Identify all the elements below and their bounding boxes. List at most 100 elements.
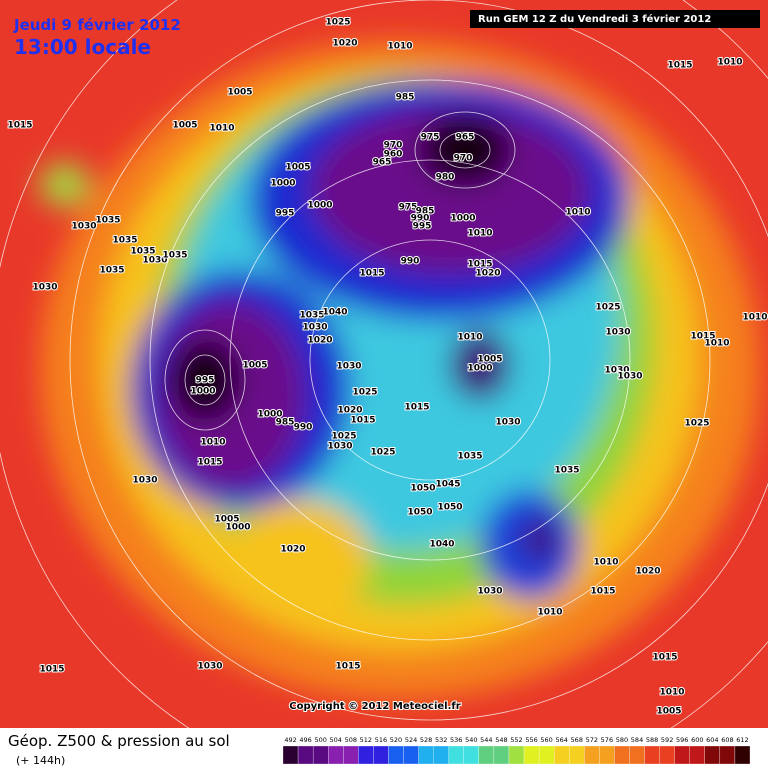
isobar-label: 1010	[704, 339, 729, 349]
isobar-label: 1005	[656, 707, 681, 717]
isobar-label: 1020	[475, 269, 500, 279]
legend-label: 500	[314, 736, 326, 744]
isobar-label: 1015	[690, 332, 715, 342]
isobar-label: 1005	[477, 355, 502, 365]
isobar-label: 1015	[197, 458, 222, 468]
legend-swatch	[493, 745, 510, 765]
legend-swatch	[448, 745, 464, 765]
run-box	[470, 10, 760, 28]
legend-label: 600	[691, 736, 703, 744]
legend-label: 580	[616, 736, 628, 744]
isobar-label: 1000	[257, 410, 282, 420]
legend-label: 532	[435, 736, 447, 744]
isobar-label: 1035	[95, 216, 120, 226]
isobar-label: 1025	[595, 303, 620, 313]
isobar-label: 1000	[467, 364, 492, 374]
isobar-label: 960	[384, 150, 403, 160]
legend-label: 584	[631, 736, 643, 744]
footer-lead: (+ 144h)	[16, 754, 65, 767]
legend-swatch	[297, 745, 314, 765]
isobar-label: 1005	[214, 515, 239, 525]
isobar-label: 1035	[162, 251, 187, 261]
legend-swatch	[584, 745, 600, 765]
isobar-label: 1010	[742, 313, 767, 323]
isobar-label: 1015	[590, 587, 615, 597]
isobar-label: 965	[373, 158, 392, 168]
isobar-label: 980	[436, 173, 455, 183]
legend-label: 496	[299, 736, 311, 744]
isobar-label: 1000	[270, 179, 295, 189]
legend-label: 520	[390, 736, 402, 744]
isobar-label: 1005	[227, 88, 252, 98]
isobar-label: 1010	[565, 208, 590, 218]
isobar-label: 1020	[307, 336, 332, 346]
legend-swatch	[328, 745, 344, 765]
isobar-label: 1020	[332, 39, 357, 49]
legend-swatch	[403, 745, 419, 765]
isobar-label: 1010	[659, 688, 684, 698]
legend-label: 576	[601, 736, 613, 744]
isobar-label: 1030	[197, 662, 222, 672]
isobar-label: 1020	[280, 545, 305, 555]
legend-label: 560	[540, 736, 552, 744]
legend-swatch	[629, 745, 645, 765]
isobar-label: 1035	[554, 466, 579, 476]
isobar-label: 1050	[410, 484, 435, 494]
legend-swatch	[674, 745, 690, 765]
legend-label: 556	[525, 736, 537, 744]
legend-label: 592	[661, 736, 673, 744]
copyright: Copyright © 2012 Meteociel.fr	[289, 701, 460, 712]
isobar-label: 1035	[299, 311, 324, 321]
isobar-label: 1010	[387, 42, 412, 52]
legend-swatch	[523, 745, 540, 765]
isobar-label: 1000	[450, 214, 475, 224]
legend-label: 572	[586, 736, 598, 744]
legend-label: 604	[706, 736, 718, 744]
isobar-label: 975	[421, 133, 440, 143]
isobar-label: 995	[413, 222, 432, 232]
legend-swatch	[659, 745, 675, 765]
legend-swatch	[433, 745, 449, 765]
legend-swatch	[388, 745, 404, 765]
isobar-label: 1015	[667, 61, 692, 71]
isobar-label: 1030	[142, 256, 167, 266]
legend-label: 568	[571, 736, 583, 744]
isobar-label: 1000	[307, 201, 332, 211]
legend-swatch	[569, 745, 585, 765]
legend-label: 596	[676, 736, 688, 744]
isobar-label: 990	[294, 423, 313, 433]
legend-label: 588	[646, 736, 658, 744]
isobar-label: 1010	[717, 58, 742, 68]
legend-label: 492	[284, 736, 296, 744]
isobar-label: 985	[396, 93, 415, 103]
isobar-label: 1015	[404, 403, 429, 413]
legend-swatch	[719, 745, 736, 765]
legend-label: 516	[375, 736, 387, 744]
isobar-label: 1030	[327, 442, 352, 452]
isobar-label: 1015	[39, 665, 64, 675]
isobar-label: 1015	[359, 269, 384, 279]
legend-label: 504	[330, 736, 342, 744]
isobar-label: 1030	[302, 323, 327, 333]
legend-swatch	[358, 745, 374, 765]
legend-label: 536	[450, 736, 462, 744]
isobar-label: 1010	[593, 558, 618, 568]
legend-label: 612	[736, 736, 748, 744]
isobar-label: 1030	[495, 418, 520, 428]
isobar-label: 1020	[635, 567, 660, 577]
isobar-label: 1030	[605, 328, 630, 338]
isobar-label: 985	[416, 207, 435, 217]
isobar-label: 1040	[429, 540, 454, 550]
isobar-label: 970	[454, 154, 473, 164]
legend-label: 528	[420, 736, 432, 744]
isobar-label: 1010	[200, 438, 225, 448]
isobar-label: 1025	[325, 18, 350, 28]
isobar-label: 1015	[335, 662, 360, 672]
isobar-label: 1030	[477, 587, 502, 597]
isobar-label: 1030	[32, 283, 57, 293]
legend-label: 548	[495, 736, 507, 744]
isobar-label: 1015	[7, 121, 32, 131]
isobar-label: 1050	[407, 508, 432, 518]
